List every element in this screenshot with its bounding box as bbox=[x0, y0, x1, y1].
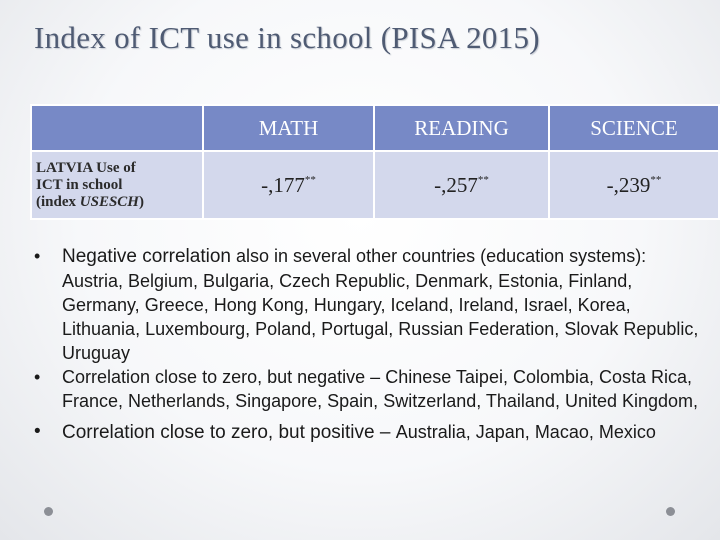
row-label-line3: (index USESCH) bbox=[36, 194, 202, 211]
value-reading-number: -,257 bbox=[434, 172, 478, 197]
significance-mark: ** bbox=[477, 173, 489, 186]
header-science: SCIENCE bbox=[548, 104, 720, 152]
bullet-marker: • bbox=[34, 421, 41, 442]
bullet-marker: • bbox=[34, 246, 41, 266]
value-science-number: -,239 bbox=[606, 172, 651, 197]
bullet-lead: Correlation close to zero, but positive … bbox=[62, 422, 391, 443]
bullet-close-zero-negative: • Correlation close to zero, but negativ… bbox=[34, 365, 706, 413]
row-label-suffix: ) bbox=[138, 193, 144, 210]
decorative-dot-right bbox=[666, 507, 675, 516]
bullet-text: Chinese Taipei, Colombia, Costa Rica, Fr… bbox=[62, 367, 699, 411]
bullet-text: also in several other countries (educati… bbox=[62, 246, 699, 363]
row-label: LATVIA Use of ICT in school (index USESC… bbox=[30, 150, 204, 220]
correlation-table: MATH READING SCIENCE LATVIA Use of ICT i… bbox=[30, 104, 720, 220]
row-label-line1: LATVIA Use of bbox=[36, 159, 136, 176]
value-math-number: -,177 bbox=[261, 172, 305, 197]
significance-mark: ** bbox=[650, 173, 662, 186]
bullet-list: • Negative correlation also in several o… bbox=[34, 244, 706, 446]
bullet-lead: Negative correlation bbox=[62, 246, 231, 267]
row-label-index: USESCH bbox=[79, 193, 139, 210]
table-header-row: MATH READING SCIENCE bbox=[30, 104, 720, 152]
bullet-lead: Correlation close to zero, but negative … bbox=[62, 367, 381, 387]
table-row: LATVIA Use of ICT in school (index USESC… bbox=[30, 150, 720, 220]
value-math: -,177** bbox=[202, 150, 375, 220]
row-label-prefix: (index bbox=[36, 193, 80, 210]
header-math: MATH bbox=[202, 104, 375, 152]
header-empty-cell bbox=[30, 104, 204, 152]
row-label-line2: ICT in school bbox=[36, 176, 123, 193]
slide-title: Index of ICT use in school (PISA 2015) bbox=[34, 20, 540, 55]
bullet-text: Australia, Japan, Macao, Mexico bbox=[395, 422, 656, 442]
header-reading: READING bbox=[373, 104, 550, 152]
bullet-close-zero-positive: • Correlation close to zero, but positiv… bbox=[34, 419, 706, 446]
decorative-dot-left bbox=[44, 507, 53, 516]
bullet-marker: • bbox=[34, 367, 41, 387]
bullet-negative-correlation: • Negative correlation also in several o… bbox=[34, 244, 706, 365]
significance-mark: ** bbox=[304, 173, 316, 186]
value-reading: -,257** bbox=[373, 150, 550, 220]
value-science: -,239** bbox=[548, 150, 720, 220]
